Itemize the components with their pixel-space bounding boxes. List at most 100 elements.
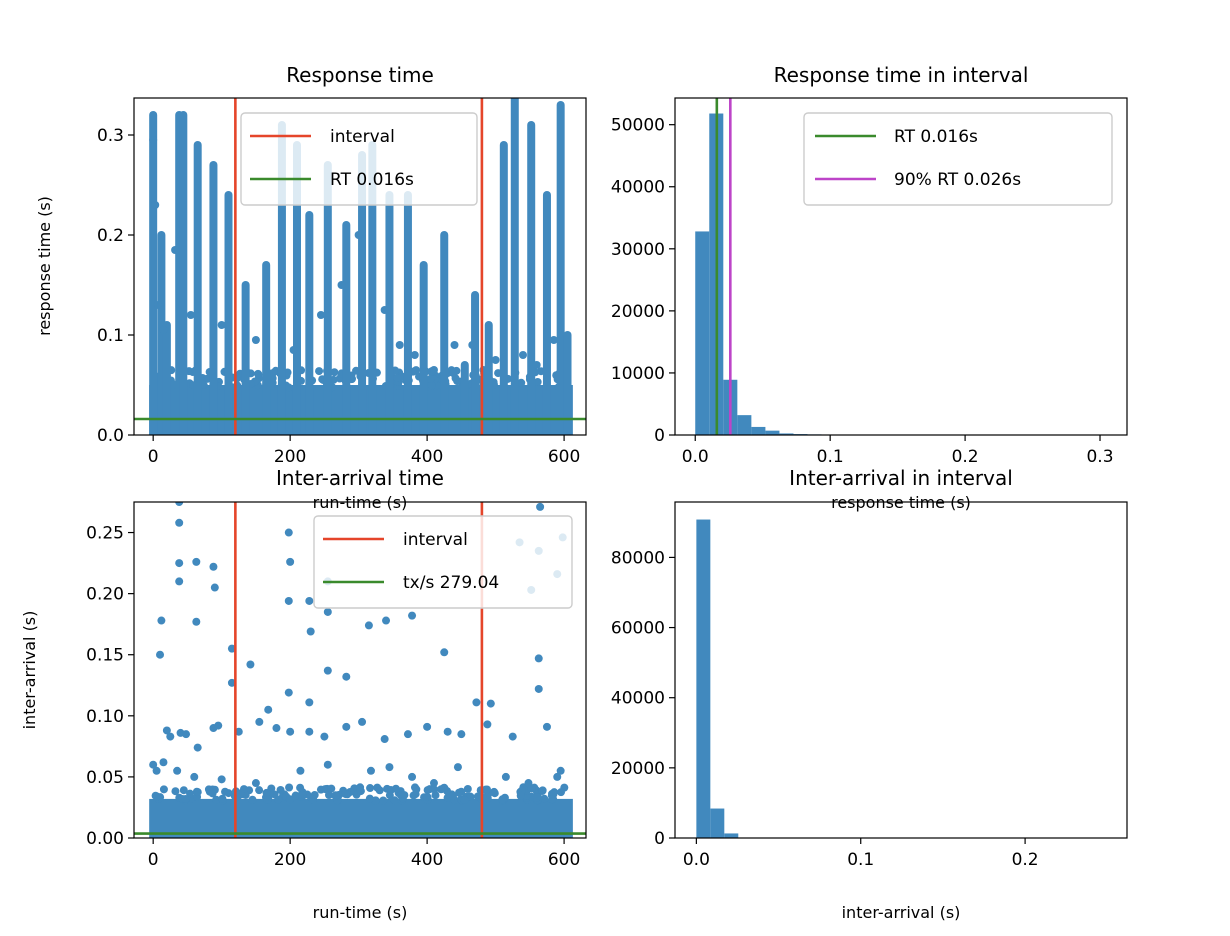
- y-tick-label: 0: [654, 829, 665, 849]
- y-tick-label: 0: [654, 426, 665, 446]
- inter-arrival-point: [342, 722, 351, 731]
- inter-arrival-histogram-xlabel: inter-arrival (s): [842, 903, 961, 922]
- response-time-point: [429, 366, 438, 374]
- inter-arrival-point: [156, 650, 165, 659]
- inter-arrival-point: [305, 698, 314, 707]
- legend-label-interval: interval: [403, 530, 468, 550]
- band-point: [412, 785, 421, 794]
- histogram-bar: [779, 433, 794, 435]
- band-point: [254, 369, 263, 378]
- band-point: [550, 788, 559, 797]
- inter-arrival-histogram: 0.0 0.1 0.2 0 20000 40000 60000 80000 Inter-arr…: [611, 466, 1128, 922]
- inter-arrival-point: [162, 726, 171, 735]
- band-point: [373, 783, 382, 792]
- inter-arrival-point: [246, 660, 255, 669]
- band-point: [331, 791, 340, 800]
- response-time-histogram-title: Response time in interval: [774, 63, 1029, 87]
- y-tick-label: 0.1: [97, 326, 124, 346]
- band-point: [291, 791, 300, 800]
- histogram-bar: [765, 430, 780, 435]
- inter-arrival-point: [192, 617, 201, 626]
- inter-arrival-point: [323, 760, 332, 769]
- inter-arrival-point: [182, 730, 191, 739]
- inter-arrival-point: [272, 724, 281, 733]
- band-point: [557, 788, 566, 797]
- response-time-point: [491, 356, 500, 364]
- inter-arrival-axes-frame: [133, 501, 587, 839]
- inter-arrival-legend: interval tx/s 279.04: [313, 515, 573, 609]
- inter-arrival-point: [152, 766, 161, 775]
- histogram-bar: [695, 231, 710, 435]
- y-tick-label: 0.10: [86, 707, 124, 727]
- band-point: [248, 795, 257, 804]
- band-point: [533, 378, 542, 387]
- response-time-point: [410, 351, 419, 359]
- band-point: [423, 786, 432, 795]
- x-tick-label: 0.0: [682, 447, 709, 467]
- response-time-point: [151, 201, 160, 209]
- x-tick-label: 0.1: [847, 850, 874, 870]
- band-point: [390, 796, 399, 805]
- band-point: [327, 784, 336, 793]
- band-point: [159, 785, 168, 794]
- inter-arrival-xlabel: run-time (s): [313, 903, 408, 922]
- response-time-plot-area: [134, 98, 586, 435]
- x-tick-label: 0.0: [683, 850, 710, 870]
- inter-arrival-point: [286, 557, 295, 566]
- band-point: [179, 786, 188, 795]
- inter-arrival-point: [173, 766, 182, 775]
- response-time-legend: interval RT 0.016s: [240, 112, 478, 206]
- band-point: [366, 784, 375, 793]
- y-tick-label: 40000: [611, 178, 665, 198]
- inter-arrival-histogram-title: Inter-arrival in interval: [789, 466, 1013, 490]
- inter-arrival-point: [366, 766, 375, 775]
- inter-arrival-point: [408, 611, 417, 620]
- y-tick-label: 0.05: [86, 768, 124, 788]
- band-point: [460, 795, 469, 804]
- inter-arrival-point: [501, 772, 510, 781]
- y-tick-label: 20000: [611, 759, 665, 779]
- inter-arrival-point: [320, 732, 329, 741]
- y-tick-label: 0.2: [97, 226, 124, 246]
- histogram-bar: [710, 808, 725, 838]
- band-point: [540, 794, 549, 803]
- legend-box: [803, 112, 1113, 206]
- band-point: [255, 786, 264, 795]
- inter-arrival-point: [483, 720, 492, 729]
- y-tick-label: 60000: [611, 619, 665, 639]
- inter-arrival-point: [284, 688, 293, 697]
- band-point: [379, 796, 388, 805]
- band-point: [409, 791, 418, 800]
- inter-arrival-scatter: 0 200 400 600 0.00 0.05 0.10 0.15 0.20 0.25 Inter…: [20, 466, 587, 922]
- band-point: [449, 368, 458, 377]
- inter-arrival-point: [305, 727, 314, 736]
- band-point: [298, 791, 307, 800]
- band-point: [221, 787, 230, 796]
- inter-arrival-point: [255, 717, 264, 726]
- x-tick-label: 0.3: [1086, 447, 1113, 467]
- band-point: [315, 367, 324, 376]
- inter-arrival-point: [209, 562, 218, 571]
- inter-arrival-point: [210, 583, 219, 592]
- response-time-point: [549, 336, 558, 344]
- band-point: [236, 789, 245, 798]
- band-point: [426, 374, 435, 383]
- inter-arrival-point: [508, 732, 517, 741]
- response-time-point: [316, 311, 325, 319]
- response-time-point: [217, 321, 226, 329]
- band-point: [532, 793, 541, 802]
- band-point: [482, 785, 491, 794]
- band-point: [400, 791, 409, 800]
- inter-arrival-point: [472, 698, 481, 707]
- band-point: [490, 789, 499, 798]
- band-point: [181, 795, 190, 804]
- response-time-point: [468, 341, 477, 349]
- response-time-ylabel: response time (s): [35, 196, 54, 336]
- inter-arrival-point: [264, 705, 273, 714]
- band-point: [463, 784, 472, 793]
- inter-arrival-point: [342, 672, 351, 681]
- band-point: [203, 374, 212, 383]
- band-point: [517, 378, 526, 387]
- dense-point-band: [149, 798, 573, 838]
- response-time-point: [149, 136, 158, 144]
